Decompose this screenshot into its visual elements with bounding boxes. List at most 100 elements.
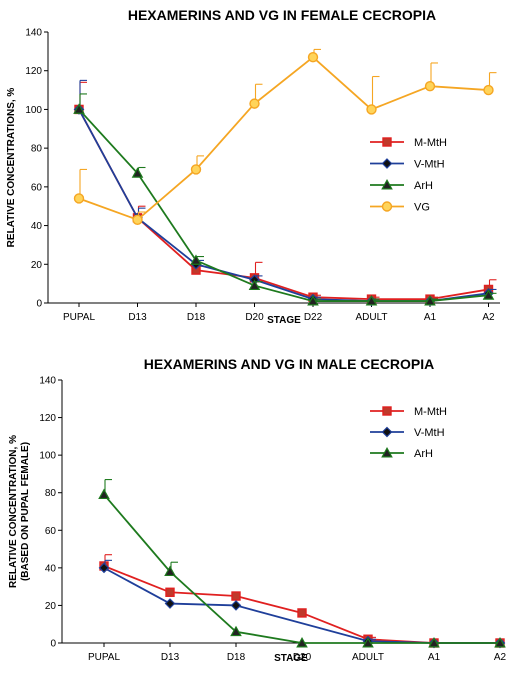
- x-tick-label: PUPAL: [88, 652, 120, 663]
- legend-item-m-mth: M-MtH: [370, 406, 447, 418]
- data-point: [165, 587, 175, 597]
- legend-label: ArH: [414, 448, 433, 460]
- legend-item-arh: ArH: [370, 446, 433, 460]
- data-point: [231, 591, 241, 601]
- legend-item-m-mth: M-MtH: [370, 137, 447, 149]
- data-point: [98, 488, 110, 500]
- y-tick-label: 100: [25, 105, 42, 116]
- series-v-mth: [98, 559, 506, 649]
- x-tick-label: ADULT: [355, 312, 387, 323]
- data-point: [307, 51, 319, 63]
- x-axis-label: STAGE: [267, 315, 301, 326]
- y-tick-label: 20: [45, 601, 57, 612]
- legend-marker: [382, 406, 392, 416]
- series-v-mth: [73, 79, 497, 307]
- x-tick-label: A2: [494, 652, 507, 663]
- data-point: [164, 565, 176, 577]
- x-tick-label: ADULT: [352, 652, 384, 663]
- x-axis-label: STAGE: [274, 653, 308, 664]
- x-tick-label: D18: [227, 652, 246, 663]
- y-tick-label: 60: [31, 182, 43, 193]
- legend-label: M-MtH: [414, 137, 447, 149]
- data-point: [482, 289, 495, 300]
- y-tick-label: 40: [31, 221, 43, 232]
- x-tick-label: D13: [161, 652, 180, 663]
- y-tick-label: 80: [31, 144, 43, 155]
- data-point: [132, 214, 143, 225]
- legend-marker: [382, 137, 392, 147]
- series-arh: [98, 479, 506, 648]
- y-tick-label: 80: [45, 488, 57, 499]
- data-point: [424, 295, 436, 306]
- series-line: [103, 494, 500, 644]
- series-line: [78, 55, 489, 221]
- x-tick-label: D13: [128, 312, 147, 323]
- data-point: [164, 598, 176, 609]
- y-tick-label: 40: [45, 563, 57, 574]
- legend-item-arh: ArH: [370, 178, 433, 192]
- x-tick-label: D20: [293, 652, 312, 663]
- y-tick-label: 140: [39, 376, 56, 387]
- chart-2: HEXAMERINS AND VG IN MALE CECROPIA 0 20 40 6…: [8, 356, 507, 664]
- legend-label: M-MtH: [414, 406, 447, 418]
- y-tick-label: 20: [31, 260, 43, 271]
- series-vg: [73, 48, 497, 225]
- data-point: [362, 636, 374, 648]
- chart-title: HEXAMERINS AND VG IN MALE CECROPIA: [144, 356, 434, 372]
- data-point: [483, 84, 494, 96]
- data-point: [73, 193, 85, 204]
- legend-item-v-mth: V-MtH: [370, 426, 445, 439]
- data-point: [248, 279, 261, 291]
- y-tick-label: 120: [39, 413, 56, 424]
- legend-item-vg: VG: [370, 201, 430, 214]
- x-tick-label: A1: [424, 312, 437, 323]
- y-tick-label: 0: [36, 299, 42, 310]
- legend-marker: [381, 426, 393, 438]
- x-tick-label: A1: [428, 652, 441, 663]
- data-point: [190, 254, 202, 265]
- x-tick-label: D20: [245, 312, 264, 323]
- data-point: [131, 167, 144, 178]
- legend-label: V-MtH: [414, 427, 445, 439]
- data-point: [73, 103, 85, 114]
- chart-1: HEXAMERINS AND VG IN FEMALE CECROPIA 0 20 4…: [6, 7, 500, 326]
- series-m-mth: [74, 81, 497, 304]
- y-tick-label: 140: [25, 28, 42, 39]
- data-point: [98, 562, 110, 574]
- data-point: [230, 600, 242, 611]
- series-line: [103, 567, 500, 644]
- x-tick-label: A2: [482, 312, 495, 323]
- legend-label: V-MtH: [414, 159, 445, 171]
- data-point: [428, 636, 440, 648]
- legend-item-v-mth: V-MtH: [370, 158, 445, 171]
- y-axis-label: (BASED ON PUPAL FEMALE): [20, 442, 31, 581]
- y-axis-label: RELATIVE CONCENTRATIONS, %: [6, 88, 17, 248]
- data-point: [230, 625, 242, 637]
- series-m-mth: [99, 554, 505, 648]
- chart-title: HEXAMERINS AND VG IN FEMALE CECROPIA: [128, 7, 436, 23]
- legend-label: VG: [414, 202, 430, 214]
- data-point: [494, 636, 506, 648]
- data-point: [297, 608, 307, 618]
- data-point: [366, 104, 377, 115]
- series-arh: [73, 93, 497, 306]
- legend-marker: [381, 158, 393, 169]
- y-tick-label: 120: [25, 66, 42, 77]
- data-point: [424, 80, 436, 92]
- y-tick-label: 0: [50, 639, 56, 650]
- legend-marker: [381, 178, 393, 190]
- data-point: [190, 164, 202, 175]
- y-tick-label: 60: [45, 526, 57, 537]
- x-tick-label: D22: [304, 312, 323, 323]
- series-line: [103, 565, 500, 644]
- data-point: [249, 98, 260, 109]
- series-line: [78, 108, 489, 302]
- y-axis-label: RELATIVE CONCENTRATION, %: [8, 435, 19, 588]
- x-tick-label: PUPAL: [63, 312, 95, 323]
- data-point: [307, 295, 319, 306]
- y-tick-label: 100: [39, 451, 56, 462]
- data-point: [365, 295, 378, 306]
- data-point: [296, 636, 308, 648]
- legend-marker: [381, 201, 393, 212]
